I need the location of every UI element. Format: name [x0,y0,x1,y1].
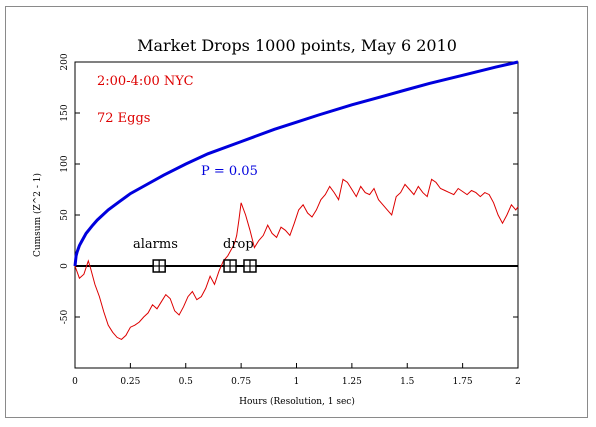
x-tick-label: 0.75 [231,377,251,387]
y-axis-ticks: -50 0 50 100 150 200 [60,53,518,324]
annotation-eggs: 72 Eggs [97,111,150,126]
x-tick-label: 1.5 [400,377,415,387]
event-marker-drop [223,259,237,273]
annotation-drop: drop [223,237,254,252]
event-marker-alarm [152,259,166,273]
y-tick-label: 100 [60,155,70,172]
x-axis-ticks: 0 0.25 0.5 0.75 1 1.25 1.5 1.75 2 [72,363,521,387]
chart-title: Market Drops 1000 points, May 6 2010 [137,36,457,55]
y-tick-label: 0 [60,263,70,269]
annotation-p-value: P = 0.05 [201,164,258,179]
y-tick-label: 200 [60,53,70,70]
x-tick-label: 0.25 [120,377,140,387]
y-axis-label: Cumsum (Z^2 - 1) [32,173,43,257]
annotation-time-range: 2:00-4:00 NYC [97,74,194,89]
series-line-p05-envelope [73,60,519,267]
x-tick-label: 1.25 [342,377,362,387]
figure-frame [5,6,588,418]
series-line-cumsum [74,178,519,340]
annotation-alarms: alarms [133,237,178,252]
x-tick-label: 0 [72,377,78,387]
x-tick-label: 2 [515,377,521,387]
x-axis-label: Hours (Resolution, 1 sec) [239,396,355,407]
event-marker-drop [243,259,257,273]
y-tick-label: 50 [60,209,70,221]
y-tick-label: -50 [60,309,70,324]
x-tick-label: 0.5 [179,377,194,387]
x-tick-label: 1 [294,377,300,387]
y-tick-label: 150 [60,104,70,121]
event-markers [152,259,257,273]
x-tick-label: 1.75 [453,377,473,387]
